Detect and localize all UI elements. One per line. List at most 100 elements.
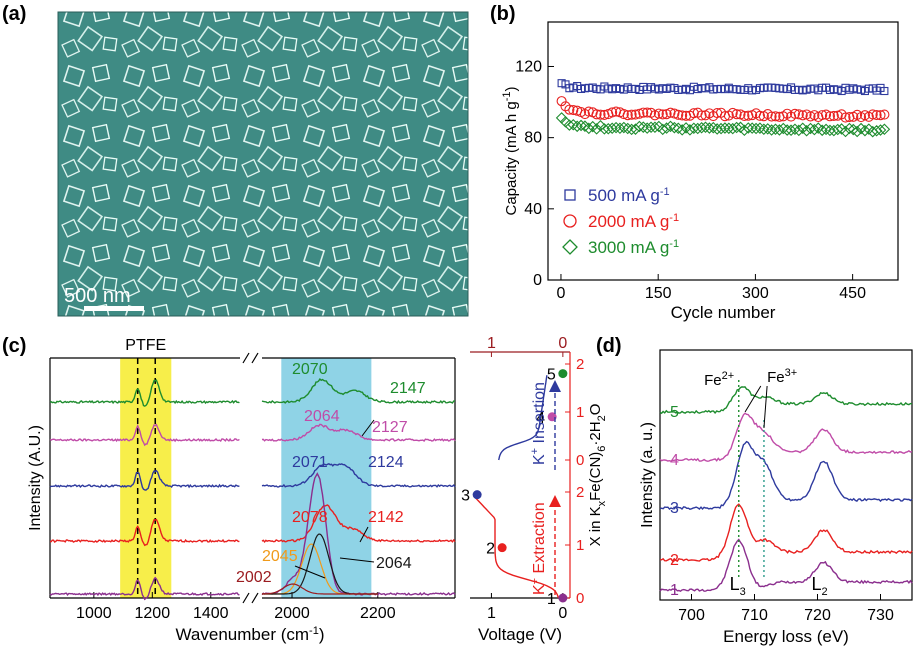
spectrum-line: [49, 469, 240, 491]
right-tick-label: 0: [576, 452, 584, 469]
y-axis-label: Intensity (a. u.): [639, 422, 656, 528]
data-point: [816, 124, 828, 137]
data-point: [638, 107, 649, 118]
right-tick-label: 2: [576, 484, 584, 501]
data-point: [677, 110, 688, 121]
spectrum-number-label: 5: [670, 404, 679, 421]
y-tick-label: 120: [515, 58, 542, 75]
data-point: [630, 109, 641, 120]
data-point: [637, 121, 650, 133]
top-tick-label: 0: [558, 335, 567, 352]
sem-image: 500 nm: [57, 11, 469, 317]
plot-frame: [659, 349, 913, 601]
legend-marker: [562, 239, 578, 255]
legend-marker: [563, 214, 577, 228]
fit-component-line: [261, 583, 378, 595]
plot-frame: [547, 21, 899, 281]
state-label: 1: [547, 591, 556, 608]
data-point: [770, 111, 781, 122]
y-axis-label: Capacity (mA h g-1): [501, 87, 520, 216]
peak-label: 2064: [304, 408, 340, 425]
state-label: 4: [536, 410, 545, 427]
data-point: [844, 112, 855, 123]
legend-label: 2000 mA g-1: [588, 212, 679, 231]
eels-chart: 700 710 720 730 Energy loss (eV) Intensity (a…: [639, 349, 913, 646]
top-tick-label: 1: [487, 335, 496, 352]
peak-label: 2124: [368, 454, 404, 471]
data-point: [793, 109, 804, 120]
state-marker: [558, 593, 568, 603]
axis-break: [242, 352, 250, 364]
state-marker: [558, 369, 568, 379]
x-tick-label: 730: [867, 607, 894, 624]
data-point: [591, 109, 602, 120]
spectrum-line: [261, 504, 456, 544]
x-tick-label: 1200: [135, 605, 171, 622]
peak-pointer: [339, 557, 375, 563]
data-point: [820, 123, 832, 136]
peak-label: 2071: [292, 454, 328, 471]
data-point: [750, 122, 762, 135]
data-point: [653, 108, 664, 119]
spectrum-number-label: 4: [670, 452, 679, 469]
data-point: [867, 109, 878, 120]
data-point: [785, 124, 797, 136]
peak-label: 2070: [292, 361, 328, 378]
legend-marker: [564, 189, 576, 201]
right-tick-label: 1: [576, 537, 584, 554]
x-tick-label: 0: [558, 605, 567, 622]
sem-scale-label: 500 nm: [64, 285, 131, 307]
data-point: [614, 122, 626, 135]
data-point: [719, 122, 731, 134]
panel-label-b: (b): [490, 3, 516, 25]
capacity-chart: 0 150 300 450 0 40 80 120 Cycle number Capacity (…: [501, 21, 899, 322]
data-point: [758, 123, 770, 136]
x-tick-label: 450: [839, 285, 866, 302]
x-tick-label: 1400: [193, 605, 229, 622]
data-point: [730, 121, 743, 134]
data-point: [622, 110, 633, 121]
peak-label: 2127: [372, 419, 408, 436]
data-point: [626, 109, 637, 120]
x-axis-label: Cycle number: [671, 303, 776, 322]
peak-label: 2142: [368, 509, 404, 526]
data-point: [610, 121, 622, 134]
data-point: [621, 122, 634, 135]
x-tick-label: 720: [804, 607, 831, 624]
cyanide-band: [281, 358, 372, 598]
data-point: [618, 121, 630, 134]
state-marker: [497, 543, 507, 553]
extraction-arrowhead: [549, 495, 561, 507]
data-point: [567, 118, 580, 131]
data-point: [607, 107, 618, 118]
y-tick-label: 80: [524, 130, 542, 147]
data-point: [742, 122, 755, 134]
panel-label-c: (c): [2, 335, 26, 357]
x-tick-label: 0: [557, 285, 566, 302]
ptfe-band: [120, 358, 172, 598]
data-point: [739, 110, 750, 122]
data-point: [606, 122, 618, 135]
peak-label: 2045: [262, 548, 298, 565]
data-point: [875, 110, 886, 121]
axis-break: [251, 352, 259, 364]
insertion-label: K+ Insertion: [529, 382, 548, 465]
data-point: [695, 121, 708, 134]
data-point: [680, 122, 692, 134]
data-point: [563, 119, 576, 131]
fe3-pointer: [763, 385, 768, 429]
data-point: [793, 124, 805, 137]
eels-spectrum-line: [659, 538, 913, 593]
data-point: [761, 123, 774, 135]
data-point: [715, 122, 727, 135]
data-point: [599, 109, 610, 120]
data-point: [797, 110, 808, 121]
data-point: [824, 111, 835, 122]
spectrum-number-label: 2: [670, 552, 679, 569]
panel-label-d: (d): [596, 335, 622, 357]
spectrum-line: [261, 423, 456, 442]
x-tick-label: 1: [487, 605, 496, 622]
data-point: [676, 124, 688, 136]
data-point: [880, 86, 889, 96]
